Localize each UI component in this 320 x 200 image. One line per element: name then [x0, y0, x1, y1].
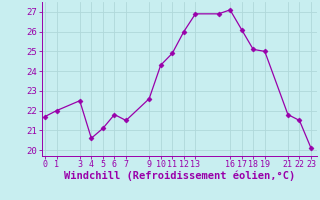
X-axis label: Windchill (Refroidissement éolien,°C): Windchill (Refroidissement éolien,°C): [64, 171, 295, 181]
